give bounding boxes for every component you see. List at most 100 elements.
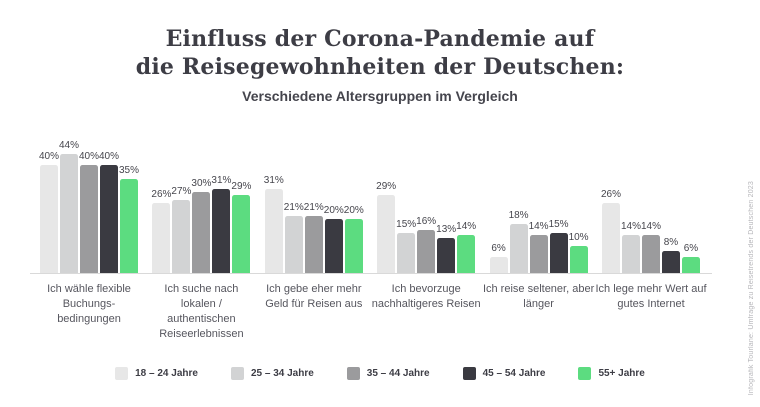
legend-label: 45 – 54 Jahre bbox=[482, 368, 546, 379]
bar-value-label: 40% bbox=[39, 151, 60, 162]
bar bbox=[80, 165, 98, 273]
bar-value-label: 21% bbox=[303, 202, 324, 214]
bar bbox=[601, 202, 620, 273]
category-label-line: bedingungen bbox=[57, 312, 121, 325]
bar-value-label: 6% bbox=[491, 242, 506, 254]
bar-column: 10% bbox=[568, 232, 589, 273]
bar-value-label: 35% bbox=[119, 164, 140, 176]
category-label-line: länger bbox=[523, 297, 554, 310]
bar bbox=[212, 189, 231, 273]
category-label-line: Ich bevorzuge bbox=[391, 283, 461, 295]
category-label-line: nachhaltigeres Reisen bbox=[371, 297, 481, 310]
bar-column: 13% bbox=[436, 224, 456, 273]
bar-column: 20% bbox=[323, 205, 344, 273]
bar-column: 21% bbox=[303, 202, 324, 273]
bar-value-label: 29% bbox=[376, 180, 397, 192]
legend-item: 45 – 54 Jahre bbox=[462, 367, 546, 380]
x-axis-line bbox=[30, 273, 712, 274]
bar-value-label: 26% bbox=[151, 188, 172, 200]
category-labels-row: Ich wähle flexible Buchungs-bedingungen Ic… bbox=[40, 282, 706, 348]
bar bbox=[344, 219, 363, 273]
category-label: Ich suche nach lokalen / authentischen Reis… bbox=[159, 282, 243, 341]
bar bbox=[172, 200, 191, 273]
bar-group: 26% 14% 14% 8% 6% bbox=[600, 188, 700, 273]
bar-value-label: 14% bbox=[456, 221, 477, 233]
bar-value-label: 29% bbox=[231, 180, 252, 192]
bar-column: 30% bbox=[191, 178, 211, 273]
bar-column: 20% bbox=[343, 205, 364, 273]
bar bbox=[100, 165, 118, 273]
category-label-line: authentischen bbox=[167, 312, 236, 325]
bar bbox=[304, 216, 323, 273]
bar-column: 15% bbox=[396, 219, 416, 273]
plot-area: 40% 44% 40% 40% 35% 26% 27% 30% 31% 29% 31% 21% 21% 2… bbox=[39, 127, 700, 273]
legend-swatch bbox=[578, 367, 592, 380]
bar-group: 29% 15% 16% 13% 14% bbox=[376, 180, 477, 273]
legend-label: 25 – 34 Jahre bbox=[250, 368, 314, 379]
bar bbox=[569, 246, 588, 273]
bar-column: 29% bbox=[376, 180, 397, 273]
bar-value-label: 20% bbox=[343, 205, 364, 216]
bar-value-label: 26% bbox=[600, 188, 621, 200]
chart-title: Einfluss der Corona-Pandemie auf die Rei… bbox=[0, 25, 760, 81]
chart-title-line1: Einfluss der Corona-Pandemie auf bbox=[165, 26, 595, 52]
bar bbox=[377, 194, 396, 273]
bar-chart: 40% 44% 40% 40% 35% 26% 27% 30% 31% 29% 31% 21% 21% 2… bbox=[30, 127, 712, 348]
bar-value-label: 40% bbox=[99, 151, 120, 162]
category-label-line: gutes Internet bbox=[617, 297, 685, 310]
bar-value-label: 16% bbox=[416, 215, 437, 227]
category-label-line: Ich lege mehr Wert auf bbox=[595, 283, 707, 295]
bar-column: 27% bbox=[171, 186, 192, 273]
bar-value-label: 14% bbox=[640, 221, 661, 233]
category-label: Ich gebe eher mehr Geld für Reisen aus bbox=[265, 282, 362, 312]
bar-column: 14% bbox=[621, 221, 641, 273]
bar bbox=[417, 229, 436, 273]
category-label-line: Reiseerlebnissen bbox=[159, 327, 244, 340]
bar-group: 6% 18% 14% 15% 10% bbox=[489, 210, 589, 273]
bar-column: 14% bbox=[640, 221, 661, 273]
bar-column: 16% bbox=[416, 215, 437, 273]
category-label-line: Ich wähle flexible bbox=[47, 283, 131, 295]
bar-value-label: 31% bbox=[211, 175, 232, 187]
bar-column: 40% bbox=[79, 151, 100, 273]
bar bbox=[60, 154, 78, 273]
bar bbox=[549, 232, 568, 273]
bar-value-label: 27% bbox=[171, 186, 192, 198]
category-label-line: Ich suche nach bbox=[164, 283, 239, 295]
category-label-line: Ich gebe eher mehr bbox=[266, 283, 362, 295]
bar-group: 31% 21% 21% 20% 20% bbox=[263, 175, 364, 273]
bar-value-label: 40% bbox=[79, 151, 100, 162]
bar-value-label: 21% bbox=[283, 202, 304, 214]
legend-item: 55+ Jahre bbox=[578, 367, 645, 380]
bar-column: 8% bbox=[661, 237, 680, 273]
bar-value-label: 14% bbox=[528, 221, 549, 233]
chart-header: Einfluss der Corona-Pandemie auf die Rei… bbox=[0, 0, 760, 104]
source-note: Infografik Tourlane: Umfrage zu Reisetre… bbox=[748, 180, 755, 395]
category-label: Ich reise seltener, aber länger bbox=[483, 282, 594, 312]
bar bbox=[661, 251, 680, 273]
bar-value-label: 31% bbox=[263, 175, 284, 187]
bar bbox=[232, 194, 251, 273]
bar-column: 40% bbox=[99, 151, 120, 273]
bar bbox=[489, 256, 508, 273]
chart-subtitle: Verschiedene Altersgruppen im Vergleich bbox=[242, 88, 518, 105]
category-label-line: Ich reise seltener, aber bbox=[482, 283, 595, 295]
bar-column: 6% bbox=[489, 242, 508, 273]
bar-column: 31% bbox=[211, 175, 232, 273]
bar-group: 40% 44% 40% 40% 35% bbox=[39, 140, 140, 273]
legend-swatch bbox=[115, 367, 129, 380]
bar-value-label: 10% bbox=[568, 232, 589, 243]
bar-column: 14% bbox=[456, 221, 477, 273]
bar-value-label: 15% bbox=[548, 218, 569, 230]
category-label-line: Buchungs- bbox=[62, 297, 116, 310]
bar bbox=[529, 235, 548, 273]
legend-label: 35 – 44 Jahre bbox=[366, 368, 430, 379]
bar-value-label: 20% bbox=[323, 205, 344, 216]
bar bbox=[457, 235, 476, 273]
bar bbox=[641, 235, 660, 273]
bar bbox=[192, 192, 211, 273]
bar-column: 26% bbox=[600, 188, 621, 273]
bar bbox=[284, 216, 303, 273]
bar bbox=[681, 256, 700, 273]
legend-item: 35 – 44 Jahre bbox=[346, 367, 430, 380]
